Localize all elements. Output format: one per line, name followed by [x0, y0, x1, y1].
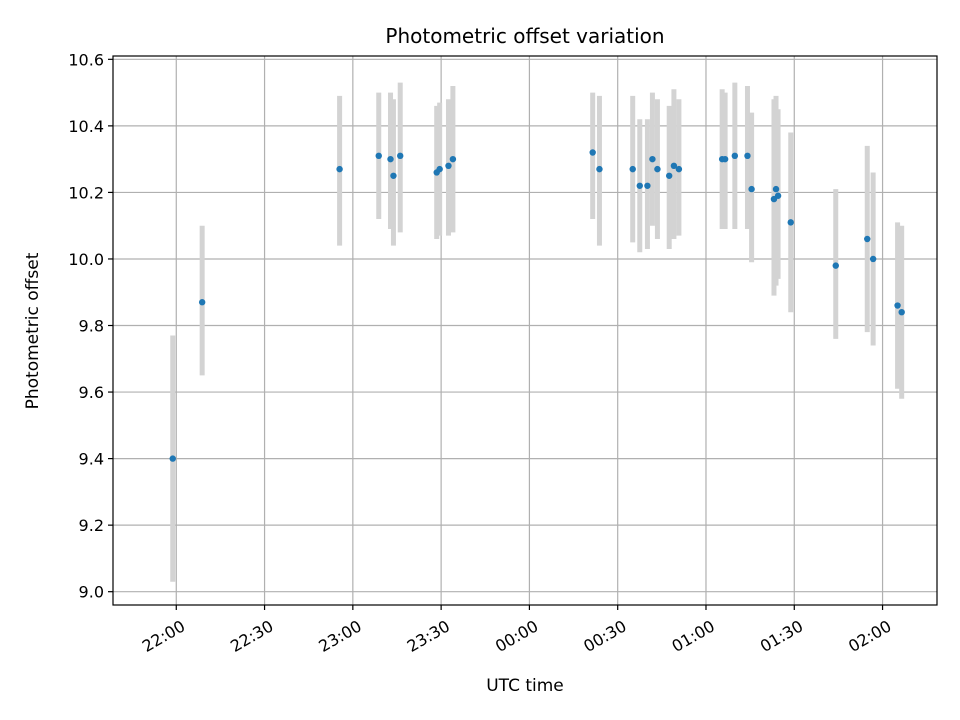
data-point — [744, 152, 751, 160]
y-tick-label: 9.8 — [79, 317, 104, 336]
data-point — [864, 235, 871, 243]
y-tick-label: 9.6 — [79, 383, 104, 402]
data-point — [445, 162, 452, 169]
data-point — [731, 152, 739, 160]
y-tick-label: 10.6 — [68, 50, 104, 69]
data-point — [721, 155, 729, 163]
y-tick-label: 9.0 — [79, 583, 104, 602]
data-point — [629, 165, 636, 173]
data-point — [787, 219, 794, 226]
y-tick-label: 10.2 — [68, 183, 104, 202]
y-tick-label: 10.0 — [68, 250, 104, 269]
data-point — [390, 172, 397, 179]
data-point — [772, 185, 780, 193]
data-points — [169, 149, 905, 462]
data-point — [375, 152, 382, 160]
data-point — [198, 299, 206, 306]
data-point — [832, 262, 839, 269]
y-axis-label: Photometric offset — [23, 252, 43, 409]
y-tick-label: 9.2 — [79, 516, 104, 535]
data-point — [436, 165, 443, 173]
data-point — [336, 165, 343, 173]
data-point — [649, 155, 656, 163]
data-point — [666, 172, 673, 179]
data-point — [894, 302, 901, 309]
y-tick-label: 9.4 — [79, 450, 104, 469]
data-point — [387, 155, 394, 163]
data-point — [869, 255, 877, 263]
y-tick-label: 10.4 — [68, 117, 104, 136]
data-point — [397, 152, 404, 160]
data-point — [675, 165, 683, 173]
data-point — [596, 165, 603, 173]
data-point — [644, 182, 651, 189]
data-point — [636, 182, 643, 189]
x-axis-label: UTC time — [486, 676, 564, 696]
data-point — [670, 162, 678, 169]
data-point — [748, 185, 755, 193]
grid-lines — [113, 56, 937, 605]
data-point — [774, 192, 782, 199]
data-point — [449, 155, 457, 163]
plot-area-frame — [112, 55, 938, 606]
data-point — [589, 149, 596, 156]
data-point — [654, 165, 661, 173]
chart-title: Photometric offset variation — [385, 24, 664, 48]
data-point — [898, 309, 905, 316]
data-point — [169, 455, 176, 462]
